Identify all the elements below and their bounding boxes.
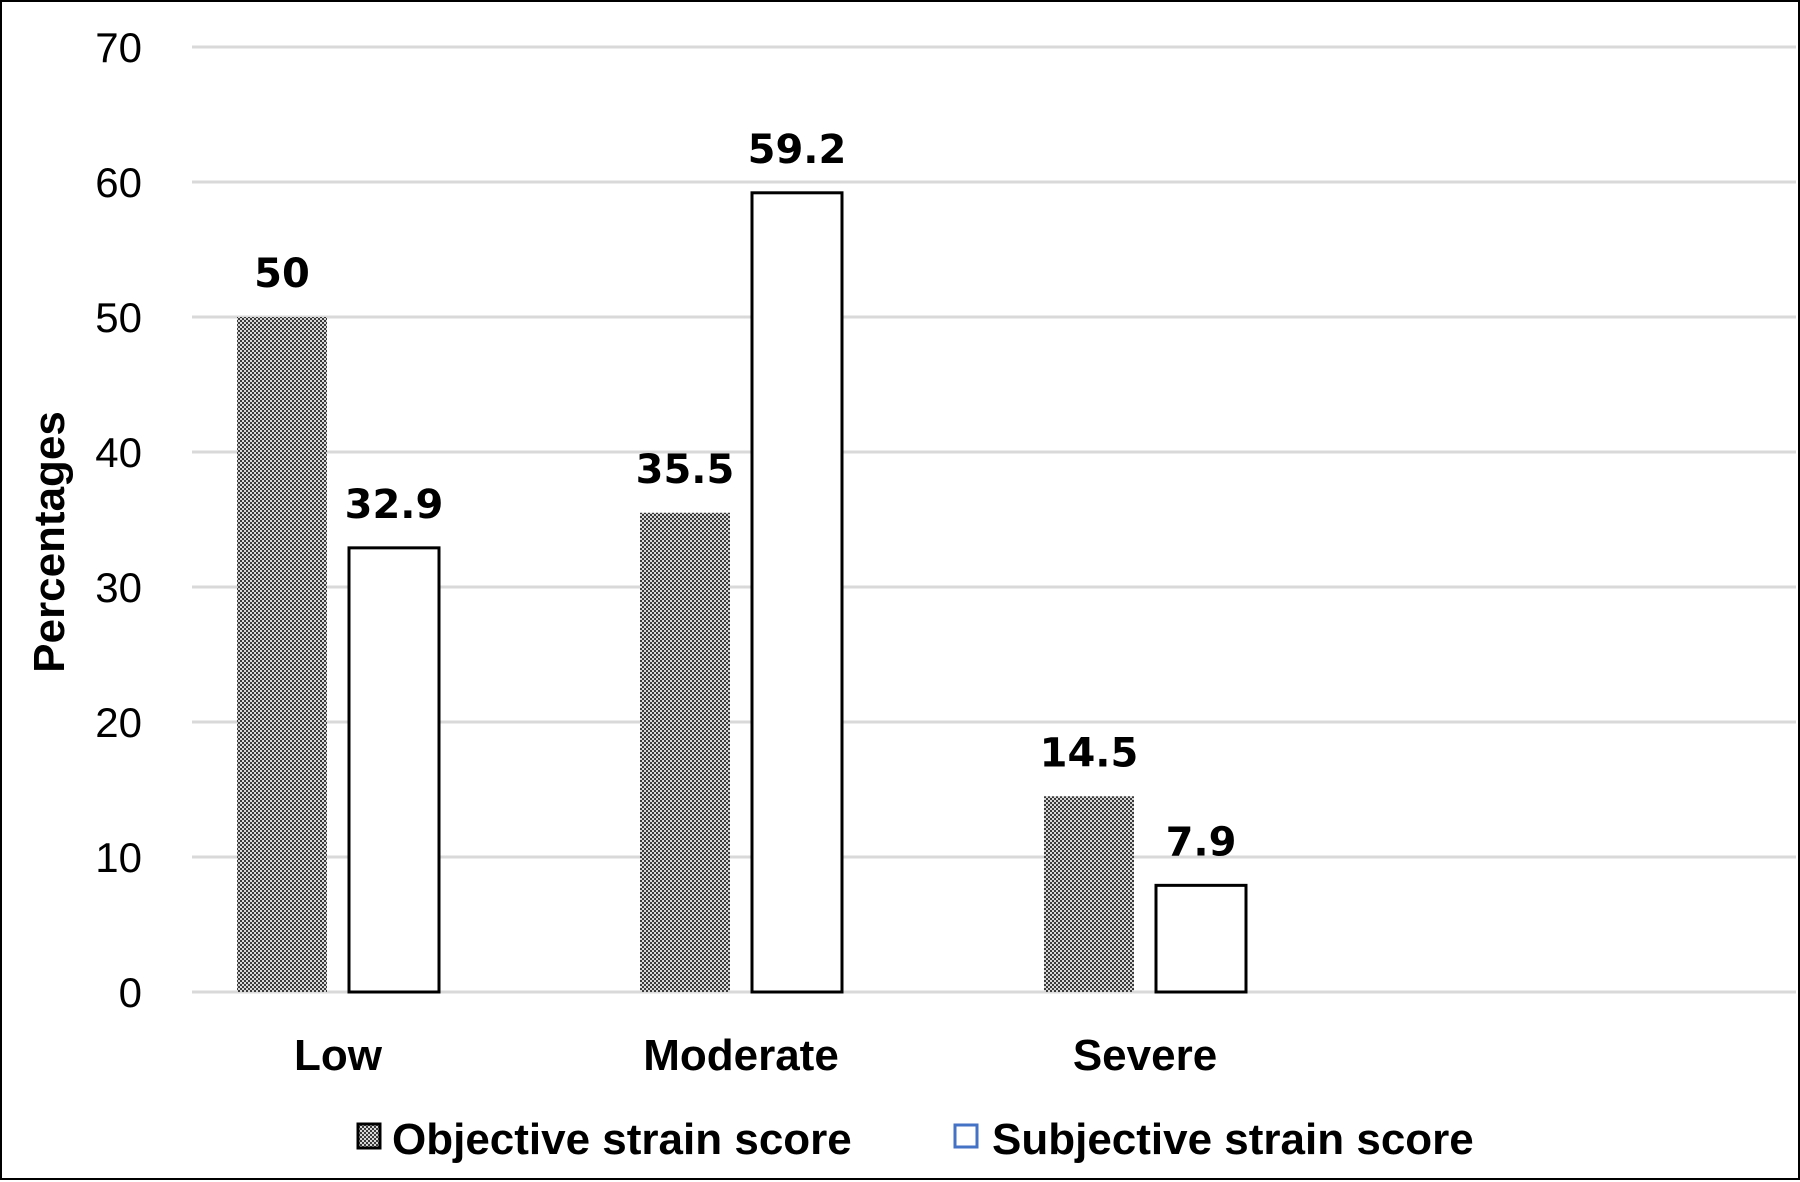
legend-objective-label: Objective strain score — [392, 1115, 852, 1164]
data-label-subjective-low: 32.9 — [345, 482, 444, 528]
legend-subjective-swatch — [953, 1123, 979, 1149]
y-tick-label: 50 — [95, 294, 142, 341]
bars — [237, 191, 1248, 994]
y-axis-ticks: 0 10 20 30 40 50 60 70 — [95, 24, 142, 1016]
data-label-subjective-moderate: 59.2 — [748, 127, 847, 173]
legend-objective-swatch — [356, 1122, 382, 1150]
data-label-objective-moderate: 35.5 — [636, 447, 735, 493]
bar-objective-low — [237, 317, 327, 992]
y-tick-label: 60 — [95, 159, 142, 206]
x-category-label-low: Low — [294, 1031, 383, 1080]
data-label-subjective-severe: 7.9 — [1166, 819, 1237, 865]
y-tick-label: 20 — [95, 699, 142, 746]
bar-objective-severe — [1044, 796, 1134, 992]
bar-objective-moderate — [640, 512, 730, 992]
y-tick-label: 10 — [95, 834, 142, 881]
x-category-label-severe: Severe — [1073, 1031, 1217, 1080]
x-category-label-moderate: Moderate — [643, 1031, 839, 1080]
bar-subjective-severe — [1154, 883, 1248, 994]
gridlines — [192, 45, 1796, 994]
bar-subjective-low — [347, 546, 441, 994]
x-axis-categories: Low Moderate Severe — [294, 1031, 1217, 1080]
data-label-objective-severe: 14.5 — [1040, 730, 1139, 776]
legend: Objective strain score Subjective strain… — [356, 1115, 1474, 1164]
legend-subjective-label: Subjective strain score — [992, 1115, 1474, 1164]
y-tick-label: 40 — [95, 429, 142, 476]
data-labels: 50 32.9 35.5 59.2 14.5 7.9 — [254, 127, 1236, 866]
y-tick-label: 0 — [119, 969, 142, 1016]
y-axis-title: Percentages — [25, 411, 74, 673]
bar-subjective-moderate — [750, 191, 844, 994]
data-label-objective-low: 50 — [254, 251, 310, 297]
y-tick-label: 30 — [95, 564, 142, 611]
y-tick-label: 70 — [95, 24, 142, 71]
